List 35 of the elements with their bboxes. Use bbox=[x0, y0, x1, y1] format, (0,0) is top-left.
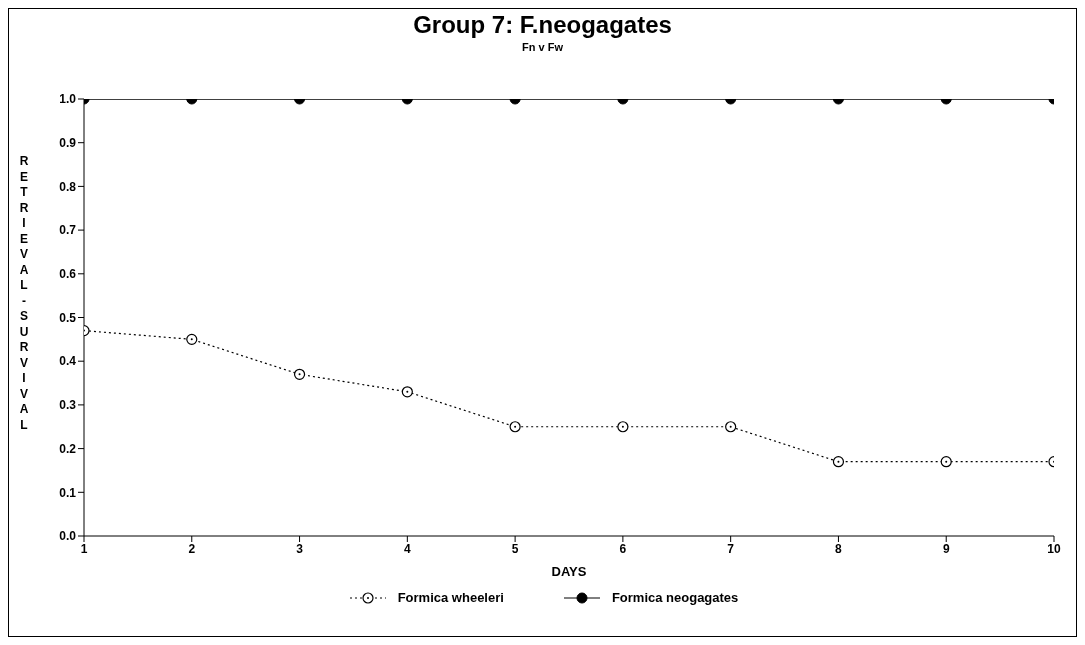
chart-subtitle: Fn v Fw bbox=[521, 41, 564, 53]
legend-label: Formica neogagates bbox=[611, 590, 739, 605]
x-tick-label: 9 bbox=[942, 541, 950, 556]
y-tick-label: 0.5 bbox=[59, 310, 77, 325]
x-tick-label: 6 bbox=[619, 541, 627, 556]
y-tick-label: 0.3 bbox=[59, 398, 77, 413]
point bbox=[401, 386, 413, 398]
point bbox=[186, 333, 198, 345]
point bbox=[940, 456, 952, 468]
x-tick-label: 2 bbox=[188, 541, 196, 556]
y-tick-label: 1.0 bbox=[59, 92, 77, 107]
x-tick-label: 5 bbox=[511, 541, 519, 556]
chart-title: Group 7: F.neogagates bbox=[412, 11, 673, 39]
point bbox=[725, 421, 737, 433]
point bbox=[832, 456, 845, 468]
y-tick-label: 0.8 bbox=[59, 179, 77, 194]
x-tick-label: 1 bbox=[80, 541, 88, 556]
y-tick-label: 0.6 bbox=[59, 267, 77, 282]
point bbox=[509, 421, 521, 433]
x-tick-label: 3 bbox=[296, 541, 304, 556]
x-tick-label: 10 bbox=[1047, 541, 1061, 556]
y-tick-label: 0.7 bbox=[59, 223, 77, 238]
x-tick-label: 7 bbox=[727, 541, 735, 556]
y-tick-label: 0.1 bbox=[59, 485, 77, 500]
y-tick-label: 0.0 bbox=[59, 529, 77, 544]
x-tick-label: 8 bbox=[835, 541, 843, 556]
legend-label: Formica wheeleri bbox=[397, 590, 504, 605]
y-tick-label: 0.9 bbox=[59, 135, 77, 150]
x-tick-label: 4 bbox=[403, 541, 411, 556]
point bbox=[293, 368, 306, 380]
text: RETRIEVAL - SURVIVAL bbox=[19, 154, 29, 432]
y-tick-label: 0.2 bbox=[59, 441, 77, 456]
y-tick-label: 0.4 bbox=[59, 354, 77, 369]
x-axis-title: DAYS bbox=[551, 564, 587, 579]
point bbox=[617, 421, 629, 433]
